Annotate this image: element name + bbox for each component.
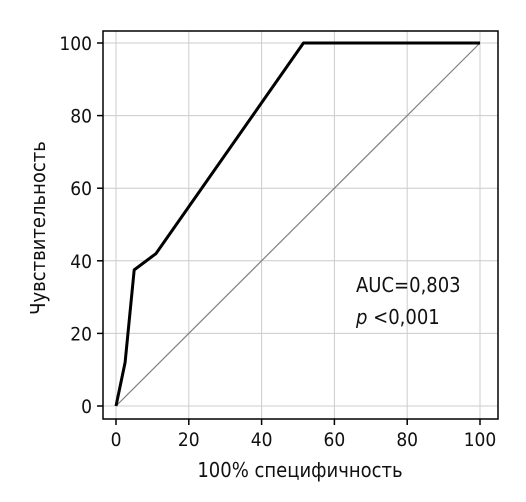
y-tick-label: 80 bbox=[70, 106, 92, 128]
x-axis-label: 100% специфичность bbox=[197, 458, 402, 482]
y-tick-label: 100 bbox=[59, 33, 92, 55]
data-series bbox=[114, 41, 481, 407]
x-tick-label: 0 bbox=[111, 429, 122, 451]
x-tick-label: 100 bbox=[464, 429, 497, 451]
y-axis-label: Чувствительность bbox=[26, 141, 50, 315]
p-symbol: p bbox=[355, 305, 367, 329]
p-value-annotation: p <0,001 bbox=[355, 305, 440, 329]
reference-diagonal-line bbox=[115, 42, 481, 407]
y-tick-label: 0 bbox=[81, 396, 92, 418]
plot-frame bbox=[102, 30, 499, 420]
y-tick-label: 60 bbox=[70, 178, 92, 200]
y-tick-label: 40 bbox=[70, 251, 92, 273]
grid bbox=[103, 31, 498, 419]
x-tick-label: 60 bbox=[324, 429, 346, 451]
y-tick-label: 20 bbox=[70, 323, 92, 345]
x-tick-label: 20 bbox=[178, 429, 200, 451]
x-tick-label: 80 bbox=[396, 429, 418, 451]
p-value-text: <0,001 bbox=[367, 305, 439, 329]
auc-annotation: AUC=0,803 bbox=[356, 273, 461, 297]
roc-curve-line bbox=[114, 41, 480, 407]
axis-ticks: 0 20 40 60 80 100 0 20 40 60 80 100 bbox=[59, 33, 496, 451]
x-tick-label: 40 bbox=[251, 429, 273, 451]
